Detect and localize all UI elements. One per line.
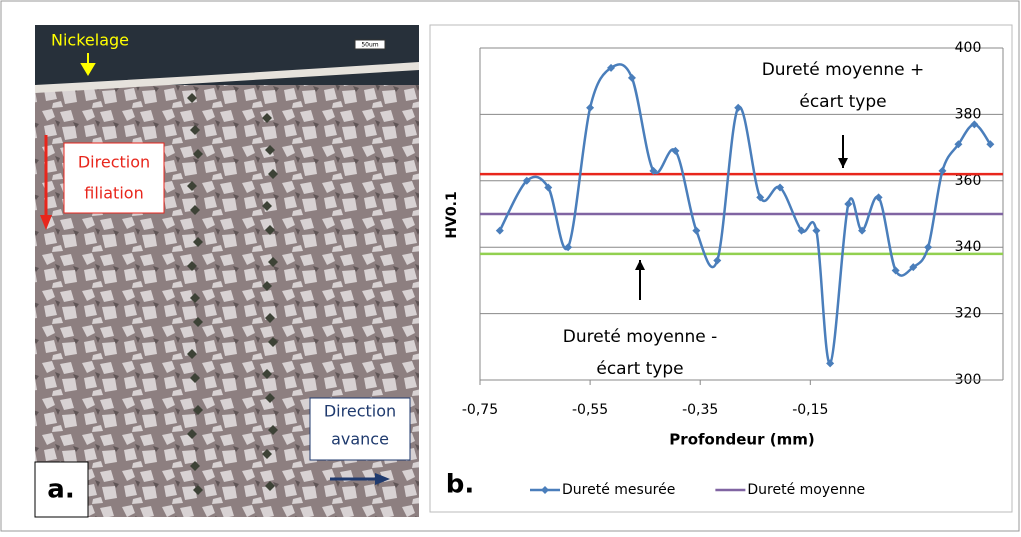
feed-label: Direction (324, 402, 396, 421)
annotation: Dureté moyenne + (762, 60, 925, 80)
indent (265, 393, 275, 403)
y-tick-label: 400 (955, 40, 982, 56)
coating-arrow (80, 53, 96, 76)
point (692, 226, 701, 235)
indent (268, 169, 278, 179)
annotation: écart type (799, 92, 886, 112)
feed-box (309, 397, 411, 461)
x-tick-label: -0,15 (792, 402, 828, 418)
point (756, 193, 765, 202)
indent (190, 205, 200, 215)
point (607, 63, 616, 72)
point (970, 120, 979, 129)
indent (193, 149, 203, 159)
x-tick-label: -0,55 (572, 402, 608, 418)
point (586, 103, 595, 112)
coating-label: Nickelage (51, 31, 129, 50)
micrograph: 50um Nickelage Direction filiation Direc… (34, 25, 419, 518)
depth-arrow-head (40, 215, 52, 230)
point (986, 140, 995, 149)
scale-bar (354, 39, 386, 50)
indent (187, 261, 197, 271)
x-axis-title: Profondeur (mm) (669, 431, 814, 449)
nickel-layer (35, 62, 419, 93)
indent (262, 113, 272, 123)
point (812, 226, 821, 235)
feed-label: avance (331, 430, 389, 449)
indent (262, 281, 272, 291)
indent (265, 145, 275, 155)
depth-label: filiation (84, 184, 143, 203)
point (544, 183, 553, 192)
indent (193, 485, 203, 495)
depth-box (63, 142, 165, 214)
point (713, 256, 722, 265)
label-box (34, 461, 89, 518)
x-tick-label: -0,35 (682, 402, 718, 418)
indent (190, 461, 200, 471)
point (909, 263, 918, 272)
legend-marker (541, 486, 549, 494)
indent (265, 481, 275, 491)
point (844, 200, 853, 209)
point (874, 193, 883, 202)
legend-label: Dureté moyenne (747, 482, 865, 498)
point (522, 176, 531, 185)
point (954, 140, 963, 149)
y-tick-label: 340 (955, 239, 982, 255)
indent (187, 93, 197, 103)
indent (190, 293, 200, 303)
annotation: écart type (596, 359, 683, 379)
legend-label: Dureté mesurée (562, 482, 675, 498)
indent (262, 201, 272, 211)
indent (190, 373, 200, 383)
indent (268, 337, 278, 347)
point (858, 226, 867, 235)
point (734, 103, 743, 112)
y-tick-label: 360 (955, 173, 982, 189)
indent (262, 449, 272, 459)
x-tick-label: -0,75 (462, 402, 498, 418)
point (938, 166, 947, 175)
indent (268, 425, 278, 435)
indent (265, 225, 275, 235)
panel-label: a. (47, 475, 74, 505)
indent (262, 369, 272, 379)
panel-label: b. (446, 470, 475, 500)
indent (187, 181, 197, 191)
y-axis-title: HV0.1 (444, 191, 460, 238)
point (564, 243, 573, 252)
scale-text: 50um (361, 42, 378, 49)
point (826, 359, 835, 368)
annotation: Dureté moyenne - (563, 327, 718, 347)
point (797, 226, 806, 235)
point (924, 243, 933, 252)
y-tick-label: 380 (955, 106, 982, 122)
indent (187, 349, 197, 359)
indent (190, 125, 200, 135)
indent (193, 237, 203, 247)
annotation-arrow-head (838, 158, 848, 168)
annotation-arrow-head (635, 260, 645, 270)
point (671, 146, 680, 155)
indent (187, 429, 197, 439)
y-tick-label: 320 (955, 306, 982, 322)
point (776, 183, 785, 192)
indent (268, 257, 278, 267)
indent (193, 317, 203, 327)
indent (193, 405, 203, 415)
point (627, 73, 636, 82)
depth-label: Direction (78, 153, 150, 172)
point (495, 226, 504, 235)
point (891, 266, 900, 275)
point (649, 166, 658, 175)
feed-arrow-head (375, 473, 390, 485)
indent (265, 313, 275, 323)
